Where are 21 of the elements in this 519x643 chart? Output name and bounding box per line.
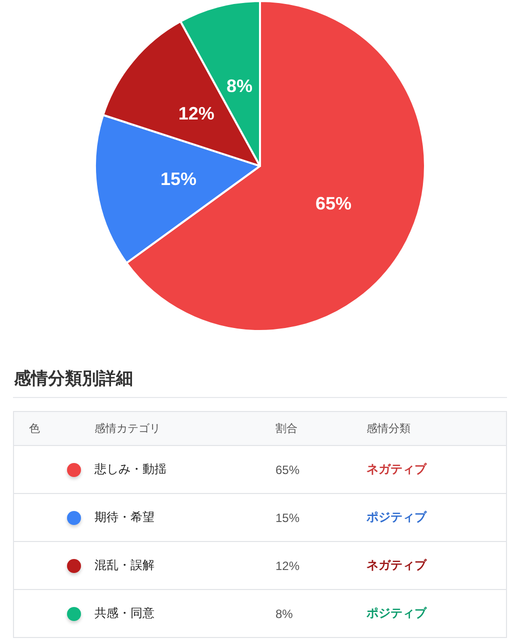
data-label: 15% <box>160 168 197 189</box>
text: ネガティブ <box>366 462 426 476</box>
text: 感情カテゴリ <box>94 423 160 435</box>
text: 65% <box>276 462 300 476</box>
legend-label: 共感・同意 <box>94 606 154 620</box>
text: ポジティブ <box>366 510 426 524</box>
legend-title: 感情分類別詳細 <box>14 368 133 390</box>
text: 8% <box>276 606 293 620</box>
legend-label: 悲しみ・動揺 <box>94 462 166 476</box>
legend-label: 混乱・誤解 <box>94 558 154 572</box>
data-label: 65% <box>315 193 352 214</box>
text: 感情分類 <box>366 423 410 435</box>
text: ポジティブ <box>366 606 426 620</box>
data-label: 12% <box>178 103 214 124</box>
text: 割合 <box>276 423 298 435</box>
text: 15% <box>276 510 300 524</box>
data-label: 8% <box>226 76 252 96</box>
text: 色 <box>29 423 40 435</box>
text: ネガティブ <box>366 558 426 572</box>
text: 12% <box>276 558 300 572</box>
legend-label: 期待・希望 <box>94 510 154 524</box>
